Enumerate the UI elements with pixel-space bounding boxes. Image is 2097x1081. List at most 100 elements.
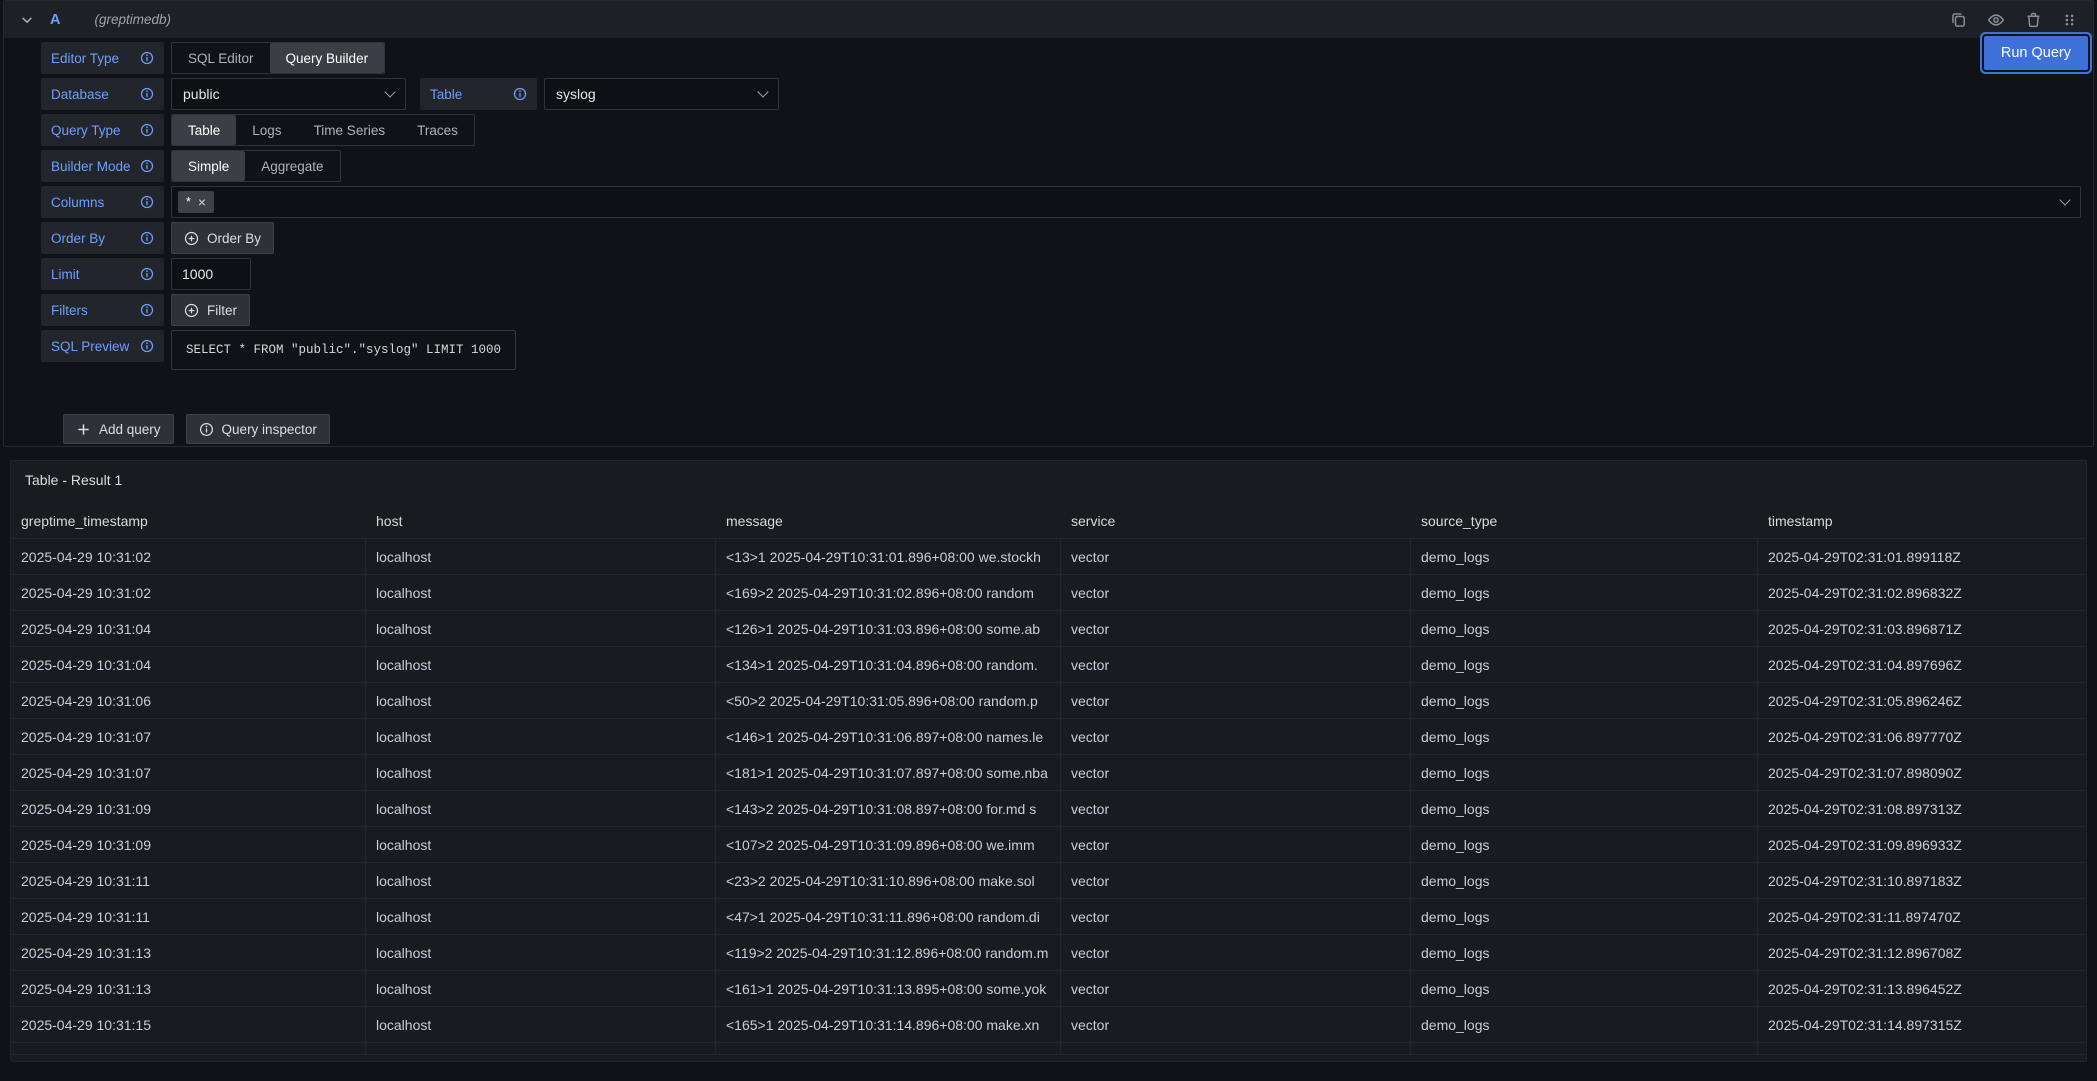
cell-source-type: demo_logs: [1411, 827, 1758, 862]
cell-service: vector: [1061, 899, 1411, 934]
editor-type-option-sql-editor[interactable]: SQL Editor: [188, 50, 254, 66]
editor-type-label: Editor Type: [41, 42, 164, 74]
column-header-service[interactable]: service: [1071, 512, 1116, 529]
cell-timestamp: 2025-04-29T02:31:10.897183Z: [1768, 872, 1962, 889]
cell-greptime-timestamp: 2025-04-29 10:31:13: [11, 935, 366, 970]
hide-response-eye-icon[interactable]: [1987, 11, 2005, 29]
delete-query-trash-icon[interactable]: [2025, 11, 2042, 28]
builder-mode-option-aggregate[interactable]: Aggregate: [261, 158, 324, 174]
cell-source-type: demo_logs: [1411, 791, 1758, 826]
column-header-greptime-timestamp[interactable]: greptime_timestamp: [21, 512, 148, 529]
table-select[interactable]: syslog: [544, 78, 779, 110]
cell-greptime-timestamp: 2025-04-29 10:31:15: [11, 1007, 366, 1042]
filters-label: Filters: [41, 294, 164, 326]
columns-multiselect[interactable]: * ×: [171, 186, 2081, 218]
database-table-row: Database public Table syslog: [41, 78, 2081, 110]
add-order-by-button[interactable]: Order By: [171, 222, 275, 254]
sql-preview-label: SQL Preview: [41, 330, 164, 362]
table-row: 2025-04-29 10:31:04 localhost <134>1 202…: [11, 647, 2086, 683]
query-type-option-logs[interactable]: Logs: [252, 122, 282, 138]
info-icon[interactable]: [140, 159, 154, 173]
cell-greptime-timestamp: 2025-04-29 10:31:06: [11, 683, 366, 718]
cell-source-type: demo_logs: [1411, 899, 1758, 934]
column-header-message[interactable]: message: [726, 512, 783, 529]
chevron-down-icon: [757, 86, 769, 98]
cell-greptime-timestamp: 2025-04-29 10:31:07: [11, 755, 366, 790]
info-icon[interactable]: [140, 51, 154, 65]
collapse-chevron-icon[interactable]: [20, 13, 34, 27]
builder-mode-option-simple[interactable]: Simple: [172, 151, 246, 181]
info-icon[interactable]: [140, 231, 154, 245]
column-header-timestamp[interactable]: timestamp: [1768, 512, 1833, 529]
query-row-header[interactable]: A (greptimedb): [4, 1, 2093, 38]
cell-service: vector: [1061, 755, 1411, 790]
cell-service: vector: [1061, 971, 1411, 1006]
add-query-button[interactable]: Add query: [63, 414, 174, 444]
database-select[interactable]: public: [171, 78, 406, 110]
limit-input[interactable]: [171, 258, 251, 290]
cell-message: <23>2 2025-04-29T10:31:10.896+08:00 make…: [716, 863, 1061, 898]
cell-message: <126>1 2025-04-29T10:31:03.896+08:00 som…: [716, 611, 1061, 646]
cell-timestamp: 2025-04-29T02:31:05.896246Z: [1768, 692, 1962, 709]
columns-label: Columns: [41, 186, 164, 218]
query-type-option-table[interactable]: Table: [172, 115, 237, 145]
duplicate-query-icon[interactable]: [1950, 11, 1967, 28]
table-filler-row: [11, 1043, 2086, 1055]
sql-preview-code: SELECT * FROM "public"."syslog" LIMIT 10…: [171, 330, 517, 370]
cell-host: localhost: [366, 971, 716, 1006]
table-row: 2025-04-29 10:31:15 localhost <165>1 202…: [11, 1007, 2086, 1043]
cell-host: localhost: [366, 539, 716, 574]
query-type-option-traces[interactable]: Traces: [417, 122, 458, 138]
info-icon[interactable]: [140, 339, 154, 353]
column-header-source-type[interactable]: source_type: [1421, 512, 1498, 529]
info-icon[interactable]: [140, 123, 154, 137]
panel-title[interactable]: Table - Result 1: [25, 472, 123, 488]
cell-host: localhost: [366, 899, 716, 934]
cell-service: vector: [1061, 647, 1411, 682]
cell-source-type: demo_logs: [1411, 647, 1758, 682]
info-icon[interactable]: [140, 195, 154, 209]
info-icon[interactable]: [140, 303, 154, 317]
column-header-host[interactable]: host: [376, 512, 403, 529]
cell-source-type: demo_logs: [1411, 611, 1758, 646]
cell-service: vector: [1061, 1007, 1411, 1042]
cell-message: <165>1 2025-04-29T10:31:14.896+08:00 mak…: [716, 1007, 1061, 1042]
query-inspector-button[interactable]: Query inspector: [185, 414, 330, 444]
info-icon[interactable]: [140, 87, 154, 101]
add-filter-button[interactable]: Filter: [171, 294, 250, 326]
cell-timestamp: 2025-04-29T02:31:09.896933Z: [1768, 836, 1962, 853]
query-actions-row: Add query Query inspector: [41, 374, 2081, 444]
run-query-button[interactable]: Run Query: [1983, 36, 2088, 70]
cell-timestamp: 2025-04-29T02:31:01.899118Z: [1768, 548, 1961, 565]
remove-column-icon[interactable]: ×: [197, 194, 207, 210]
cell-service: vector: [1061, 611, 1411, 646]
columns-chip: * ×: [178, 191, 215, 213]
cell-service: vector: [1061, 935, 1411, 970]
query-ref-id: A: [50, 11, 61, 28]
table-row: 2025-04-29 10:31:04 localhost <126>1 202…: [11, 611, 2086, 647]
cell-service: vector: [1061, 791, 1411, 826]
table-label: Table: [420, 78, 537, 110]
cell-service: vector: [1061, 539, 1411, 574]
table-select-value: syslog: [556, 86, 596, 102]
cell-greptime-timestamp: 2025-04-29 10:31:02: [11, 539, 366, 574]
chevron-down-icon: [384, 86, 396, 98]
cell-timestamp: 2025-04-29T02:31:13.896452Z: [1768, 980, 1962, 997]
info-icon[interactable]: [140, 267, 154, 281]
query-editor-body: Editor Type SQL Editor Query Builder Dat…: [4, 38, 2093, 444]
cell-greptime-timestamp: 2025-04-29 10:31:04: [11, 647, 366, 682]
cell-service: vector: [1061, 719, 1411, 754]
columns-row: Columns * ×: [41, 186, 2081, 218]
info-icon[interactable]: [513, 87, 527, 101]
database-select-value: public: [183, 86, 220, 102]
cell-greptime-timestamp: 2025-04-29 10:31:09: [11, 827, 366, 862]
cell-timestamp: 2025-04-29T02:31:07.898090Z: [1768, 764, 1962, 781]
cell-timestamp: 2025-04-29T02:31:06.897770Z: [1768, 728, 1962, 745]
query-type-option-time-series[interactable]: Time Series: [313, 122, 386, 138]
cell-greptime-timestamp: 2025-04-29 10:31:11: [11, 899, 366, 934]
cell-service: vector: [1061, 575, 1411, 610]
editor-type-option-query-builder[interactable]: Query Builder: [269, 43, 385, 73]
builder-mode-label: Builder Mode: [41, 150, 164, 182]
table-header-row: greptime_timestamp host message service …: [11, 503, 2086, 539]
drag-handle-icon[interactable]: [2062, 12, 2077, 28]
